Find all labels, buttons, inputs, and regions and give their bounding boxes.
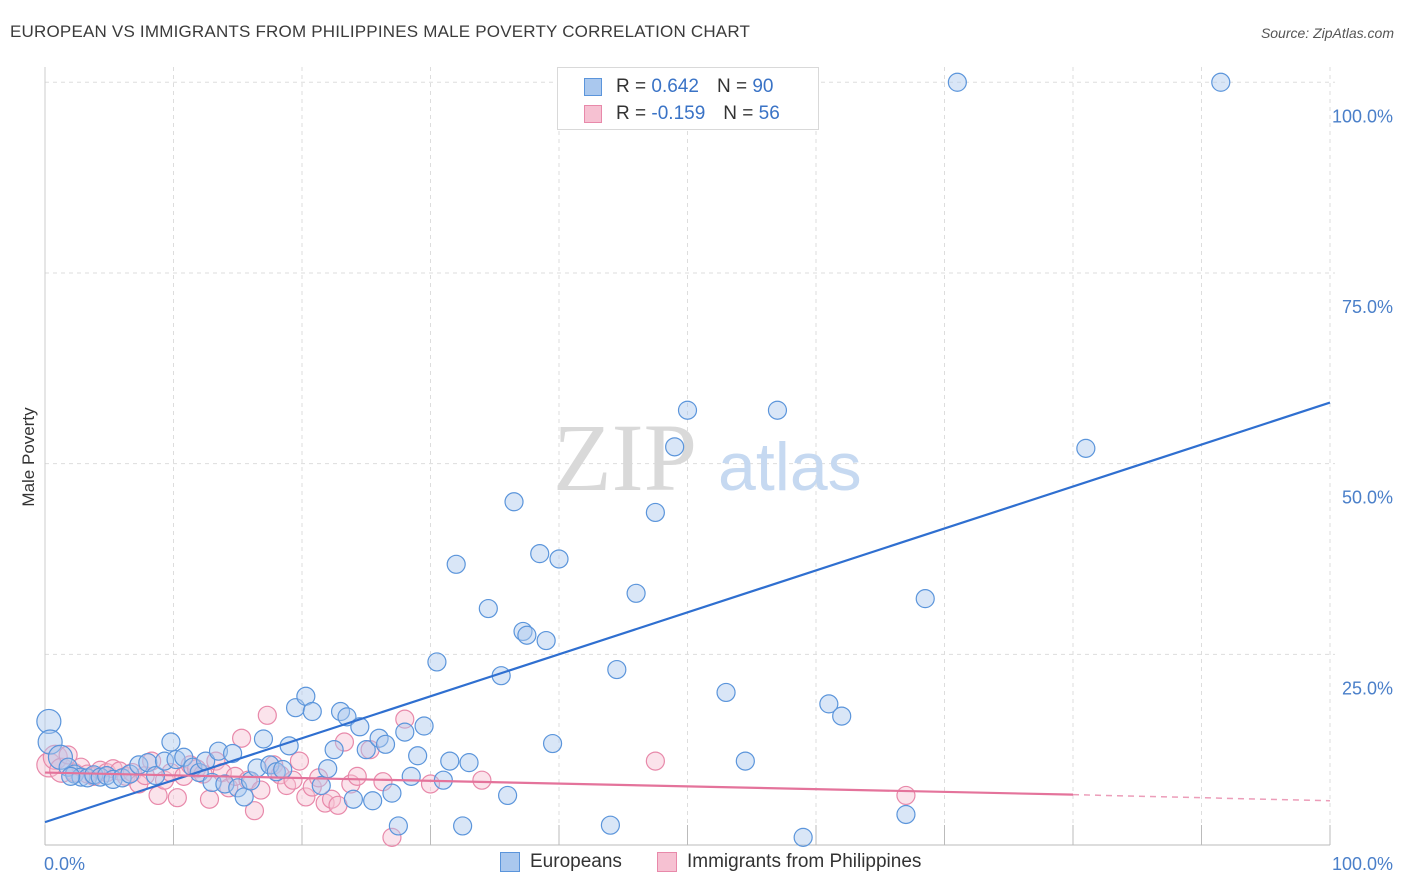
point-europeans — [897, 805, 915, 823]
point-europeans — [319, 760, 337, 778]
point-philippines — [473, 771, 491, 789]
legend-r-label: R = — [616, 103, 646, 125]
point-europeans — [531, 545, 549, 563]
legend-row-philippines: R = -0.159 N = 56 — [584, 101, 780, 127]
point-europeans — [1212, 73, 1230, 91]
point-europeans — [1077, 439, 1095, 457]
point-europeans — [274, 760, 292, 778]
legend-item-philippines: Immigrants from Philippines — [657, 851, 921, 873]
point-europeans — [550, 550, 568, 568]
legend-r-value: 0.642 — [651, 76, 699, 98]
legend-swatch-philippines — [584, 105, 602, 123]
point-philippines — [897, 786, 915, 804]
point-philippines — [168, 789, 186, 807]
point-europeans — [409, 747, 427, 765]
point-europeans — [679, 401, 697, 419]
point-europeans — [377, 735, 395, 753]
point-philippines — [646, 752, 664, 770]
point-europeans — [235, 788, 253, 806]
point-europeans — [544, 735, 562, 753]
point-europeans — [441, 752, 459, 770]
point-europeans — [62, 767, 80, 785]
point-europeans — [479, 600, 497, 618]
point-europeans — [364, 792, 382, 810]
series-legend: Europeans Immigrants from Philippines — [0, 851, 1406, 877]
legend-r-label: R = — [616, 76, 646, 98]
point-europeans — [916, 590, 934, 608]
legend-n-value: 56 — [759, 103, 780, 125]
legend-swatch-philippines — [657, 852, 677, 872]
point-europeans — [666, 438, 684, 456]
point-philippines — [258, 706, 276, 724]
point-philippines — [200, 790, 218, 808]
legend-n-label: N = — [717, 76, 747, 98]
point-europeans — [389, 817, 407, 835]
point-philippines — [348, 767, 366, 785]
legend-swatch-europeans — [584, 78, 602, 96]
legend-n-label: N = — [723, 103, 753, 125]
point-europeans — [537, 632, 555, 650]
point-europeans — [162, 733, 180, 751]
point-europeans — [325, 741, 343, 759]
point-europeans — [303, 703, 321, 721]
y-tick-label: 25.0% — [1342, 678, 1393, 698]
scatter-chart: ZIP atlas 25.0%50.0%75.0%100.0%0.0% 100.0… — [0, 0, 1406, 892]
legend-item-europeans: Europeans — [500, 851, 622, 873]
point-europeans — [518, 626, 536, 644]
y-tick-label: 50.0% — [1342, 488, 1393, 508]
point-europeans — [428, 653, 446, 671]
watermark-atlas: atlas — [718, 429, 862, 505]
point-europeans — [601, 816, 619, 834]
point-europeans — [254, 730, 272, 748]
point-europeans — [415, 717, 433, 735]
point-europeans — [627, 584, 645, 602]
point-philippines — [290, 752, 308, 770]
point-europeans — [447, 555, 465, 573]
point-europeans — [646, 503, 664, 521]
legend-swatch-europeans — [500, 852, 520, 872]
point-europeans — [505, 493, 523, 511]
y-tick-label: 100.0% — [1332, 106, 1393, 126]
legend-label-europeans: Europeans — [530, 851, 622, 873]
point-europeans — [499, 786, 517, 804]
point-europeans — [396, 723, 414, 741]
point-europeans — [402, 767, 420, 785]
legend-row-europeans: R = 0.642 N = 90 — [584, 74, 773, 100]
point-europeans — [344, 790, 362, 808]
point-europeans — [454, 817, 472, 835]
point-europeans — [736, 752, 754, 770]
point-europeans — [794, 828, 812, 846]
y-axis-label: Male Poverty — [19, 407, 38, 507]
trend-line-philippines — [45, 773, 1073, 795]
point-europeans — [833, 707, 851, 725]
point-europeans — [717, 683, 735, 701]
point-europeans — [460, 754, 478, 772]
y-tick-label: 75.0% — [1342, 297, 1393, 317]
point-europeans — [948, 73, 966, 91]
point-europeans — [768, 401, 786, 419]
stats-legend: R = 0.642 N = 90 R = -0.159 N = 56 — [557, 67, 819, 130]
point-europeans — [608, 661, 626, 679]
watermark: ZIP atlas — [553, 404, 862, 511]
point-europeans — [383, 784, 401, 802]
legend-r-value: -0.159 — [651, 103, 705, 125]
legend-n-value: 90 — [752, 76, 773, 98]
legend-label-philippines: Immigrants from Philippines — [687, 851, 921, 873]
watermark-zip: ZIP — [553, 404, 697, 511]
